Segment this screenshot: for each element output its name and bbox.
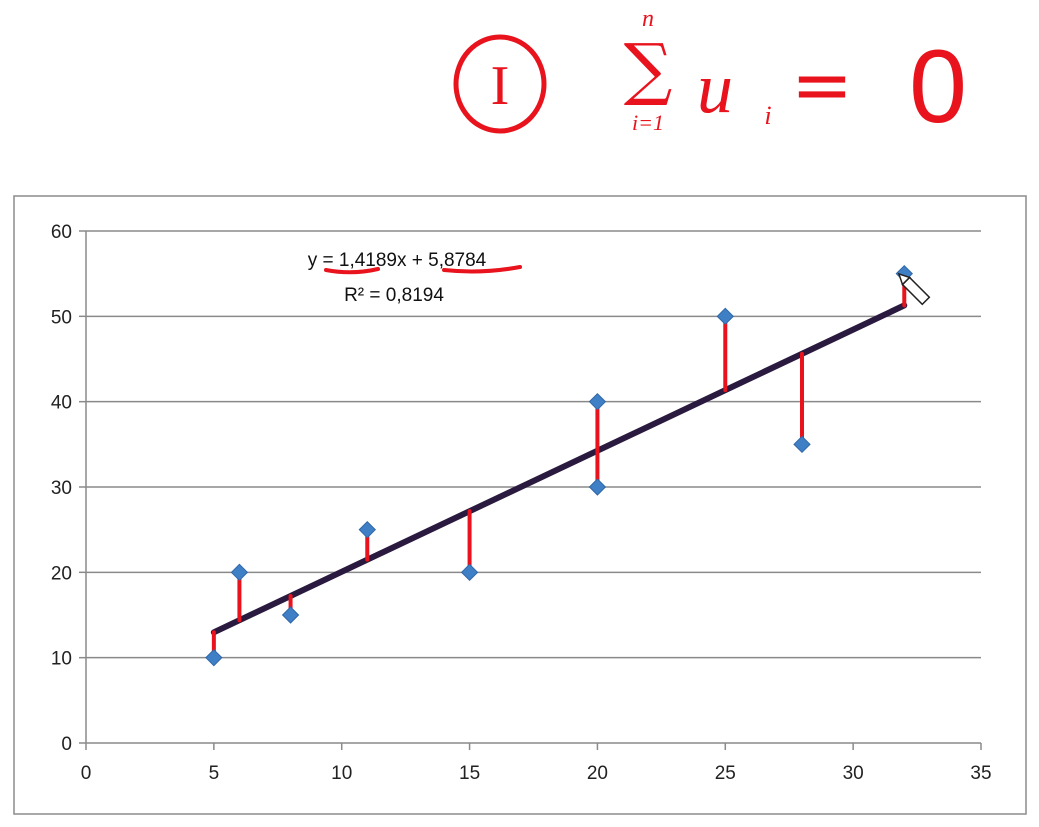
equation-underline-slope [324, 267, 380, 275]
x-tick-label: 0 [81, 763, 92, 784]
equation-underline-intercept [442, 265, 522, 274]
y-tick-label: 0 [61, 734, 72, 755]
data-point [793, 435, 811, 454]
sum-lower-limit: i=1 [632, 110, 664, 135]
y-tick-label: 50 [51, 307, 72, 328]
circled-numeral: I [491, 55, 510, 117]
annotation-result: 0 [909, 29, 967, 145]
x-tick-label: 10 [331, 763, 352, 784]
summand-index: i [764, 101, 771, 130]
y-tick-label: 60 [51, 222, 72, 243]
summand: u [697, 48, 733, 128]
data-points [205, 264, 913, 667]
y-axis-tick-labels: 0 10 20 30 40 50 60 [51, 222, 72, 755]
trendline-equation: y = 1,4189x + 5,8784 [308, 250, 487, 271]
sum-symbol: ∑ [624, 30, 673, 109]
x-tick-label: 30 [843, 763, 864, 784]
x-tick-label: 35 [970, 763, 991, 784]
pen-cursor-icon [897, 272, 931, 306]
equals-sign: = [791, 42, 853, 128]
x-tick-label: 25 [715, 763, 736, 784]
y-tick-label: 30 [51, 478, 72, 499]
y-tick-label: 40 [51, 393, 72, 414]
x-tick-label: 5 [209, 763, 220, 784]
data-point [281, 606, 300, 624]
x-tick-label: 20 [587, 763, 608, 784]
data-point [205, 648, 223, 667]
data-point [230, 563, 249, 582]
axes [79, 230, 982, 750]
data-point [716, 307, 734, 326]
chart-frame [13, 195, 1027, 815]
data-point [588, 478, 607, 496]
circled-numeral-ring [453, 34, 547, 134]
data-point [588, 392, 607, 411]
sum-upper-limit: n [642, 6, 654, 32]
trendline-group [210, 302, 908, 636]
trendline-r-squared: R² = 0,8194 [344, 285, 444, 306]
x-axis-tick-labels: 0 5 10 15 20 25 30 35 [81, 763, 992, 784]
data-point [460, 563, 479, 582]
y-tick-label: 20 [51, 563, 72, 584]
x-tick-label: 15 [459, 763, 480, 784]
y-tick-label: 10 [51, 649, 72, 670]
data-point [358, 520, 376, 539]
trendline [210, 302, 908, 636]
handwritten-annotation: I n ∑ i=1 u i = 0 [453, 6, 967, 145]
